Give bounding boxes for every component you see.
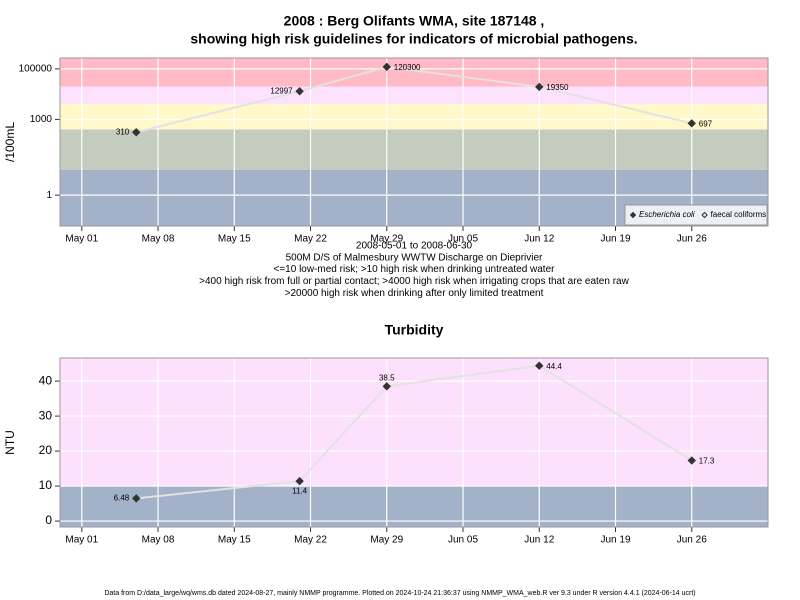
note: >20000 high risk when drinking after onl… — [285, 288, 544, 299]
value-label: 6.48 — [114, 493, 130, 502]
x-tick-label: May 08 — [142, 535, 175, 546]
value-label: 697 — [699, 119, 713, 128]
note: >400 high risk from full or partial cont… — [199, 276, 629, 287]
x-tick-label: Jun 05 — [448, 234, 478, 245]
x-tick-label: May 22 — [294, 535, 327, 546]
value-label: 120300 — [394, 63, 421, 72]
x-tick-label: Jun 12 — [524, 535, 554, 546]
y-tick-label: 1000 — [30, 114, 53, 125]
data-point — [535, 361, 544, 370]
plot-border — [59, 57, 769, 227]
legend-label: Escherichia coli — [639, 210, 695, 219]
value-label: 11.4 — [292, 486, 308, 495]
chart-title: showing high risk guidelines for indicat… — [190, 31, 637, 47]
value-label: 19350 — [546, 83, 569, 92]
value-label: 44.4 — [546, 362, 562, 371]
data-point — [132, 128, 141, 137]
x-tick-label: May 08 — [142, 234, 175, 245]
x-tick-label: Jun 26 — [677, 234, 707, 245]
y-axis-label: NTU — [3, 430, 17, 455]
y-tick-label: 100000 — [19, 64, 53, 75]
risk-band — [60, 104, 768, 130]
y-axis-label: /100mL — [3, 122, 17, 162]
legend-box — [624, 204, 768, 226]
chart-title: Turbidity — [385, 322, 444, 338]
data-point — [132, 494, 141, 503]
value-label: 310 — [116, 127, 130, 136]
plot-border — [59, 357, 769, 528]
legend-marker — [629, 211, 637, 219]
value-label: 12997 — [270, 86, 293, 95]
x-tick-label: Jun 26 — [677, 535, 707, 546]
data-point — [687, 456, 696, 465]
x-tick-label: May 01 — [65, 234, 98, 245]
risk-band — [60, 129, 768, 170]
y-tick-label: 1 — [46, 190, 52, 201]
y-tick-label: 10 — [39, 478, 53, 492]
y-tick-label: 20 — [39, 443, 53, 457]
note: 2008-05-01 to 2008-06-30 — [356, 241, 473, 252]
data-point — [382, 62, 391, 72]
data-point — [687, 119, 696, 128]
x-tick-label: May 29 — [370, 535, 403, 546]
x-tick-label: May 22 — [294, 234, 327, 245]
y-tick-label: 0 — [45, 513, 52, 527]
data-point — [295, 476, 304, 486]
y-tick-label: 30 — [39, 408, 53, 422]
risk-band — [60, 358, 768, 487]
data-point — [382, 382, 391, 391]
x-tick-label: May 15 — [218, 234, 251, 245]
x-tick-label: Jun 19 — [600, 234, 630, 245]
note: 500M D/S of Malmesbury WWTW Discharge on… — [286, 252, 543, 263]
data-point — [535, 82, 544, 92]
x-tick-label: May 15 — [218, 535, 251, 546]
x-tick-label: Jun 12 — [524, 234, 554, 245]
risk-band — [60, 486, 768, 527]
data-point — [295, 87, 304, 96]
value-label: 17.3 — [699, 457, 715, 466]
note: <=10 low-med risk; >10 high risk when dr… — [274, 264, 556, 275]
x-tick-label: May 01 — [65, 535, 98, 546]
value-label: 38.5 — [379, 373, 395, 382]
footer: Data from D:/data_large/wq/wms.db dated … — [104, 590, 695, 597]
x-tick-label: Jun 05 — [448, 535, 478, 546]
y-tick-label: 40 — [39, 373, 53, 387]
risk-band — [60, 86, 768, 105]
legend-label: faecal coliforms — [711, 210, 767, 219]
legend-marker — [701, 211, 708, 219]
x-tick-label: Jun 19 — [600, 535, 630, 546]
chart-title: 2008 : Berg Olifants WMA, site 187148 , — [284, 13, 545, 29]
risk-band — [60, 58, 768, 87]
x-tick-label: May 29 — [370, 234, 403, 245]
